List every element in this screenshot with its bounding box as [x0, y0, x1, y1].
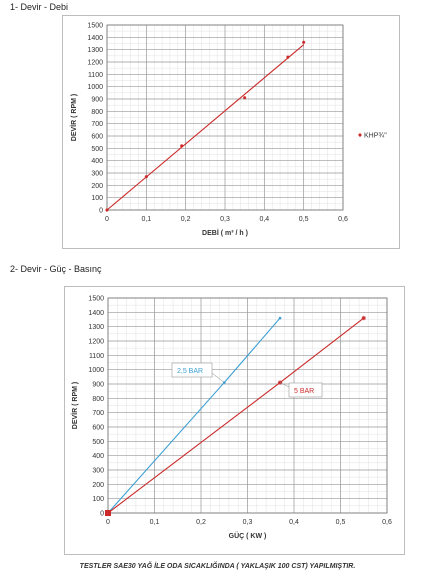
y-tick-label: 300: [92, 468, 104, 475]
x-tick-label: 0: [105, 216, 109, 223]
chart1-heading: 1- Devir - Debi: [10, 2, 69, 12]
data-point: [302, 40, 306, 44]
data-point: [286, 55, 290, 59]
y-tick-label: 0: [99, 208, 103, 215]
y-tick-label: 600: [91, 134, 103, 141]
x-axis-title: DEBİ ( m³ / h ): [202, 229, 248, 237]
y-tick-label: 1200: [87, 60, 103, 67]
chart2-heading: 2- Devir - Güç - Basınç: [10, 264, 102, 274]
x-tick-label: 0,3: [243, 519, 253, 526]
y-tick-label: 1500: [87, 23, 103, 30]
legend-label: KHP¾": [364, 133, 387, 140]
y-tick-label: 700: [92, 410, 104, 417]
y-tick-label: 1000: [88, 367, 104, 374]
y-tick-label: 200: [92, 482, 104, 489]
y-tick-label: 400: [92, 453, 104, 460]
chart1-plot: 0 0,1 0,2 0,3 0,4 0,5 0,6 0 100 200 300 400 500 600 70…: [70, 23, 387, 238]
data-point: [105, 208, 109, 212]
trendline: [106, 44, 305, 211]
y-axis-title: DEVİR ( RPM ): [70, 94, 78, 141]
plot-frame: [106, 24, 344, 211]
y-tick-label: 700: [91, 121, 103, 128]
annotation-box: [171, 362, 213, 378]
chart1-container: 0 0,1 0,2 0,3 0,4 0,5 0,6 0 100 200 300 400 500 600 70…: [62, 15, 400, 249]
x-tick-label: 0,3: [220, 216, 230, 223]
series-label-5-bar: 5 BAR: [294, 388, 314, 395]
plot-frame: [107, 297, 388, 514]
test-conditions-note: TESTLER SAE30 YAĞ İLE ODA SICAKLIĞINDA (…: [79, 563, 356, 570]
data-point: [361, 315, 366, 321]
y-tick-label: 800: [91, 109, 103, 116]
y-tick-label: 1100: [89, 353, 104, 360]
annotation-box: [288, 382, 323, 398]
y-tick-label: 100: [91, 195, 103, 202]
x-tick-label: 0,6: [338, 216, 348, 223]
annotation-leader: [279, 382, 290, 388]
x-tick-label: 0,2: [196, 519, 206, 526]
legend-marker: [358, 133, 362, 137]
y-tick-label: 800: [92, 396, 104, 403]
data-point: [180, 144, 184, 148]
y-tick-label: 400: [91, 158, 103, 165]
annotation-leader: [211, 372, 225, 383]
x-tick-label: 0,1: [141, 216, 151, 223]
y-tick-label: 200: [91, 183, 103, 190]
data-point: [144, 175, 148, 179]
y-tick-label: 1100: [88, 72, 103, 79]
y-tick-label: 1200: [88, 339, 104, 346]
y-tick-label: 1400: [88, 310, 104, 317]
y-tick-label: 300: [91, 171, 103, 178]
y-tick-label: 900: [92, 382, 104, 389]
x-axis-title: GÜÇ ( KW ): [229, 531, 267, 540]
x-tick-label: 0,6: [382, 519, 392, 526]
y-tick-label: 500: [91, 146, 103, 153]
chart2-container: 0 0,1 0,2 0,3 0,4 0,5 0,6 0 100 200 300 400 500 600 70…: [64, 286, 405, 555]
y-axis-title: DEVİR ( RPM ): [71, 382, 79, 429]
x-tick-label: 0,1: [150, 519, 160, 526]
data-point: [277, 380, 283, 385]
chart2-plot: 0 0,1 0,2 0,3 0,4 0,5 0,6 0 100 200 300 400 500 600 70…: [71, 296, 392, 541]
y-tick-label: 1500: [88, 296, 104, 303]
y-tick-label: 1300: [88, 324, 104, 331]
x-tick-label: 0,5: [336, 519, 346, 526]
data-point: [243, 96, 247, 100]
y-tick-label: 0: [100, 511, 104, 518]
x-tick-label: 0: [106, 519, 110, 526]
y-tick-label: 1300: [87, 47, 103, 54]
x-tick-label: 0,4: [289, 519, 299, 526]
y-tick-label: 100: [92, 496, 104, 503]
x-tick-label: 0,5: [299, 216, 309, 223]
series-label-2-5-bar: 2,5 BAR: [177, 368, 203, 375]
series-line: [107, 317, 281, 514]
y-tick-label: 1400: [87, 35, 103, 42]
x-tick-label: 0,4: [259, 216, 269, 223]
series-line: [107, 317, 365, 514]
y-tick-label: 900: [91, 97, 103, 104]
data-point: [278, 316, 282, 320]
y-tick-label: 600: [92, 425, 104, 432]
x-tick-label: 0,2: [181, 216, 191, 223]
y-tick-label: 500: [92, 439, 104, 446]
y-tick-label: 1000: [87, 84, 103, 91]
origin-marker: [105, 510, 111, 516]
